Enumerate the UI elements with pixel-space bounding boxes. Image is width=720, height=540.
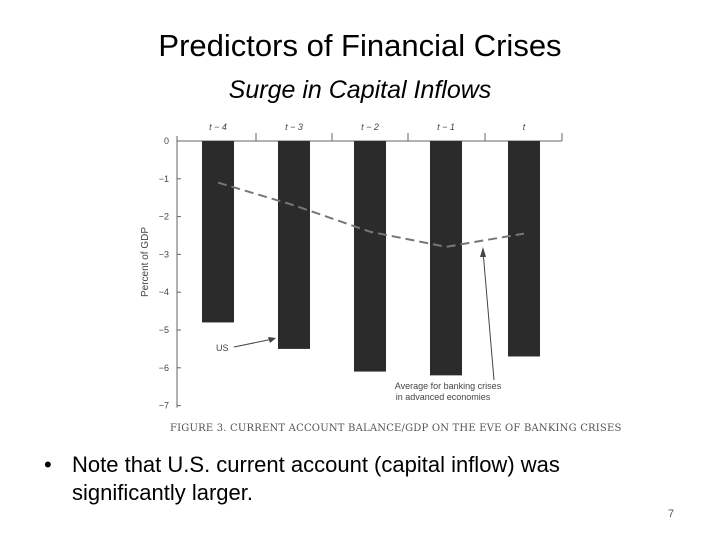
y-tick-label: 0 — [164, 136, 169, 146]
bar-us — [202, 141, 234, 323]
y-tick-label: −6 — [159, 363, 169, 373]
annotation-us-arrow — [233, 338, 274, 348]
figure-caption: FIGURE 3. CURRENT ACCOUNT BALANCE/GDP ON… — [170, 423, 622, 434]
y-tick-label: −3 — [159, 249, 169, 259]
page-number: 7 — [668, 508, 675, 520]
annotation-avg-label-line1: Average for banking crises — [395, 381, 502, 391]
annotation-avg-arrow — [482, 250, 495, 381]
x-tick-label: t − 3 — [285, 122, 303, 132]
bullet-text: Note that U.S. current account (capital … — [72, 452, 560, 505]
y-tick-label: −7 — [159, 401, 169, 411]
bullet-marker: • — [44, 452, 52, 477]
y-tick-label: −4 — [159, 287, 169, 297]
annotation-us-label: US — [216, 343, 229, 353]
x-tick-label: t − 4 — [209, 122, 227, 132]
annotation-avg-label-line2: in advanced economies — [396, 392, 491, 402]
annotation-us-arrowhead — [268, 337, 276, 343]
annotation-avg-arrowhead — [480, 247, 486, 257]
y-tick-label: −1 — [159, 174, 169, 184]
bar-us — [430, 141, 462, 376]
y-tick-label: −5 — [159, 325, 169, 335]
slide-subtitle: Surge in Capital Inflows — [228, 76, 492, 104]
slide-title: Predictors of Financial Crises — [158, 28, 562, 63]
bar-us — [354, 141, 386, 372]
bar-us — [278, 141, 310, 349]
bar-us — [508, 141, 540, 357]
series-line-average — [217, 181, 525, 248]
y-axis-label: Percent of GDP — [140, 227, 151, 297]
x-tick-label: t − 1 — [437, 122, 455, 132]
x-tick-label: t — [523, 122, 526, 132]
x-tick-label: t − 2 — [361, 122, 379, 132]
y-tick-label: −2 — [159, 212, 169, 222]
